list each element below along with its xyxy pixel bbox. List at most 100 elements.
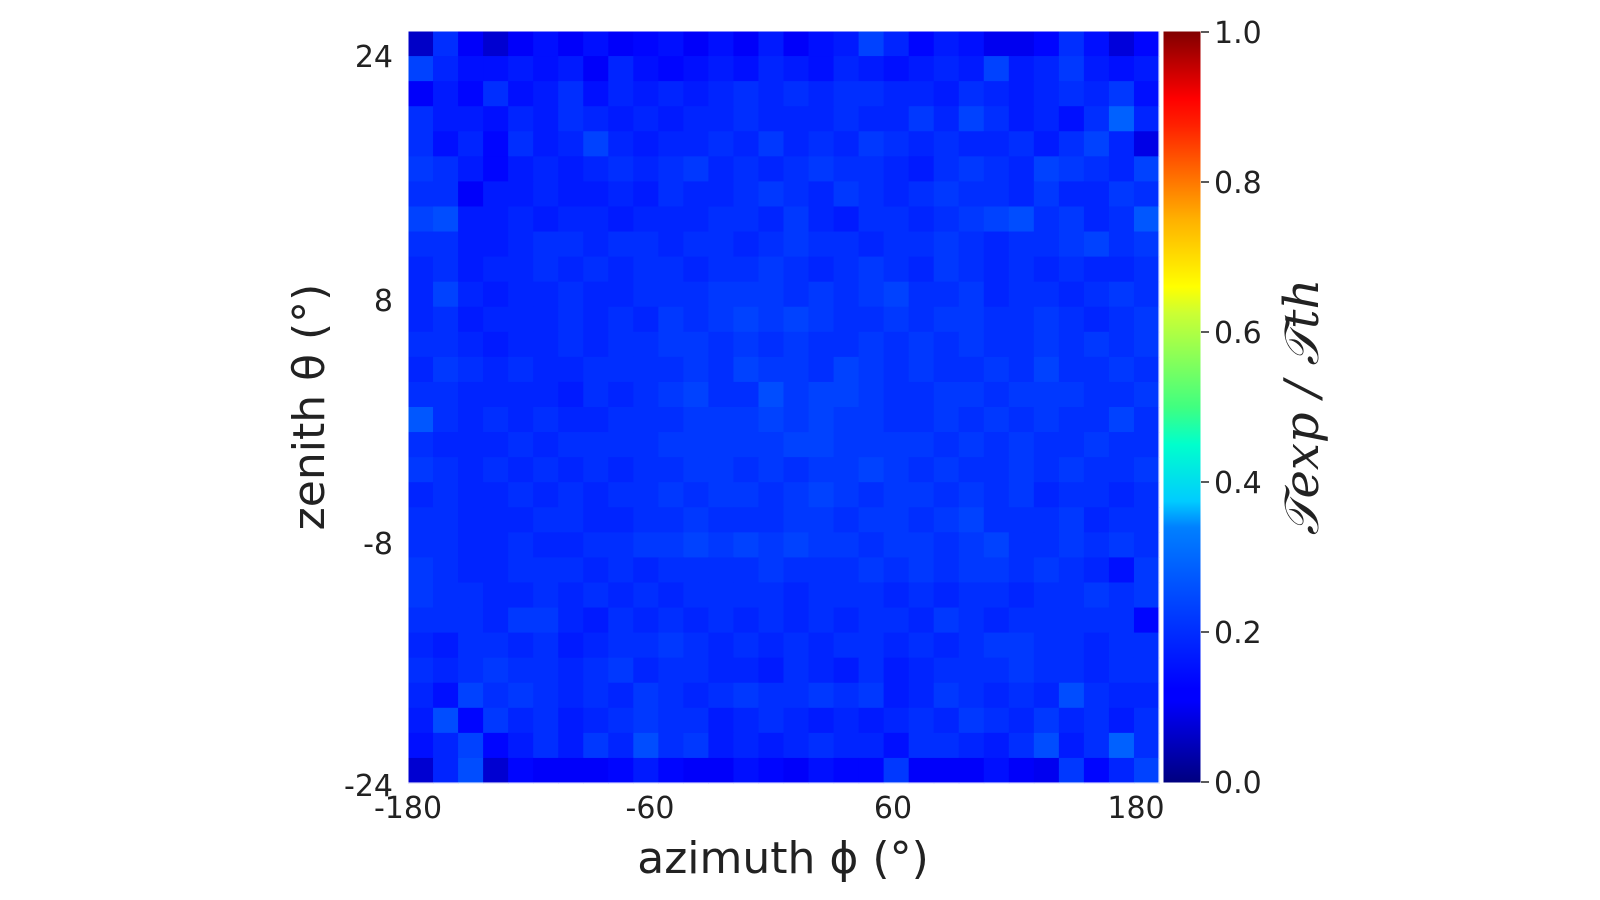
heatmap-cell xyxy=(1083,507,1110,533)
heatmap-cell xyxy=(533,757,559,784)
heatmap-cell xyxy=(483,457,509,483)
heatmap-cell xyxy=(1108,457,1135,483)
heatmap-cell xyxy=(483,607,509,634)
heatmap-cell xyxy=(1033,306,1060,333)
heatmap-cell xyxy=(908,31,935,57)
heatmap-cell xyxy=(983,106,1010,132)
heatmap-cell xyxy=(758,532,785,558)
heatmap-cell xyxy=(833,732,860,759)
heatmap-cell xyxy=(1133,482,1160,508)
heatmap-cell xyxy=(733,231,760,258)
heatmap-cell xyxy=(708,607,735,634)
heatmap-cell xyxy=(808,56,835,82)
heatmap-cell xyxy=(508,432,534,458)
heatmap-cell xyxy=(883,206,910,233)
heatmap-cell xyxy=(1058,407,1085,433)
heatmap-cell xyxy=(1108,231,1135,258)
heatmap-cell xyxy=(558,381,584,408)
heatmap-cell xyxy=(458,657,484,684)
heatmap-cell xyxy=(408,732,434,759)
heatmap-cell xyxy=(1133,732,1160,759)
heatmap-cell xyxy=(833,557,860,584)
heatmap-cell xyxy=(658,131,684,157)
heatmap-cell xyxy=(908,432,935,458)
heatmap-cell xyxy=(633,206,659,233)
heatmap-cell xyxy=(933,156,960,182)
heatmap-cell xyxy=(958,707,985,734)
heatmap-cell xyxy=(683,682,709,709)
heatmap-cell xyxy=(533,657,559,684)
heatmap-cell xyxy=(1108,156,1135,182)
heatmap-cell xyxy=(1008,206,1035,233)
heatmap-cell xyxy=(808,732,835,759)
heatmap-cell xyxy=(733,482,760,508)
heatmap-cell xyxy=(1083,607,1110,634)
heatmap-cell xyxy=(783,582,810,609)
heatmap-cell xyxy=(1008,482,1035,508)
heatmap-cell xyxy=(858,181,885,208)
heatmap-cell xyxy=(433,682,459,709)
heatmap-cell xyxy=(733,732,760,759)
heatmap-cell xyxy=(908,281,935,308)
heatmap-cell xyxy=(983,206,1010,233)
heatmap-cell xyxy=(733,532,760,558)
heatmap-cell xyxy=(1033,331,1060,358)
heatmap-cell xyxy=(758,457,785,483)
heatmap-cell xyxy=(758,356,785,383)
heatmap-cell xyxy=(708,356,735,383)
heatmap-cell xyxy=(858,131,885,157)
heatmap-cell xyxy=(833,131,860,157)
heatmap-cell xyxy=(708,732,735,759)
heatmap-cell xyxy=(533,482,559,508)
heatmap-cell xyxy=(1058,682,1085,709)
heatmap-cell xyxy=(533,632,559,659)
heatmap-cell xyxy=(658,206,684,233)
heatmap-cell xyxy=(708,206,735,233)
heatmap-cell xyxy=(1133,306,1160,333)
heatmap-cell xyxy=(733,632,760,659)
colorbar-tick-label: 0.6 xyxy=(1214,316,1262,351)
heatmap-cell xyxy=(508,757,534,784)
heatmap-cell xyxy=(883,281,910,308)
heatmap-cell xyxy=(1008,532,1035,558)
heatmap-cell xyxy=(458,281,484,308)
heatmap-cell xyxy=(683,557,709,584)
heatmap-cell xyxy=(1083,256,1110,283)
heatmap-cell xyxy=(608,256,634,283)
heatmap-cell xyxy=(1083,457,1110,483)
heatmap-cell xyxy=(583,181,609,208)
heatmap-cell xyxy=(883,331,910,358)
heatmap-cell xyxy=(508,732,534,759)
heatmap-cell xyxy=(958,156,985,182)
heatmap-cell xyxy=(908,632,935,659)
heatmap-cell xyxy=(758,81,785,107)
heatmap-cell xyxy=(583,657,609,684)
heatmap-cell xyxy=(708,106,735,132)
heatmap-cell xyxy=(758,707,785,734)
heatmap-cell xyxy=(633,331,659,358)
heatmap-cell xyxy=(758,31,785,57)
heatmap-cell xyxy=(533,356,559,383)
heatmap-cell xyxy=(1058,231,1085,258)
heatmap-cell xyxy=(633,507,659,533)
heatmap-cell xyxy=(1033,381,1060,408)
heatmap-cell xyxy=(708,707,735,734)
heatmap-cell xyxy=(458,432,484,458)
heatmap-cell xyxy=(858,56,885,82)
heatmap-cell xyxy=(658,81,684,107)
heatmap-cell xyxy=(858,732,885,759)
heatmap-cell xyxy=(733,356,760,383)
heatmap-cell xyxy=(508,657,534,684)
heatmap-cell xyxy=(1008,582,1035,609)
heatmap-cell xyxy=(883,306,910,333)
heatmap-cell xyxy=(408,757,434,784)
heatmap-cell xyxy=(983,256,1010,283)
y-axis-label: zenith θ (°) xyxy=(284,284,335,531)
heatmap-cell xyxy=(1033,206,1060,233)
heatmap-cell xyxy=(408,306,434,333)
colorbar-tick-label: 0.2 xyxy=(1214,616,1262,651)
heatmap-cell xyxy=(658,657,684,684)
heatmap-cell xyxy=(1058,707,1085,734)
heatmap-cell xyxy=(708,231,735,258)
